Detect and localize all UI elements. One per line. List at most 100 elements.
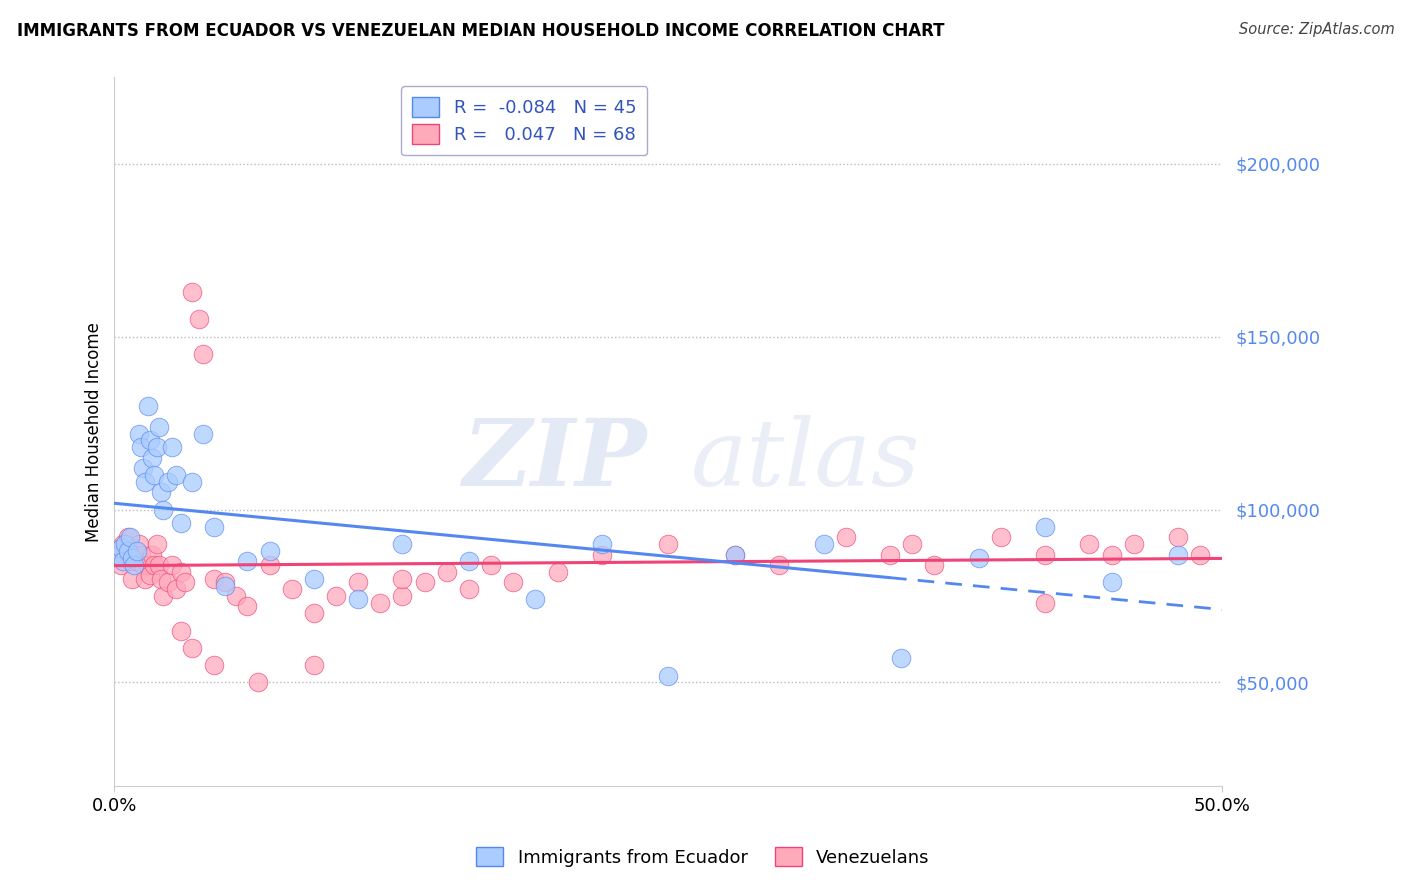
Point (125, 544, 148, 558)
Point (145, 441, 167, 455)
Point (1078, 537, 1101, 551)
Point (149, 485, 172, 500)
Point (152, 589, 174, 603)
Text: IMMIGRANTS FROM ECUADOR VS VENEZUELAN MEDIAN HOUSEHOLD INCOME CORRELATION CHART: IMMIGRANTS FROM ECUADOR VS VENEZUELAN ME… (17, 22, 945, 40)
Point (191, 347, 214, 361)
Point (139, 434, 162, 448)
Legend: Immigrants from Ecuador, Venezuelans: Immigrants from Ecuador, Venezuelans (470, 840, 936, 874)
Point (834, 530, 856, 544)
Point (136, 558, 159, 572)
Point (524, 592, 547, 607)
Point (118, 530, 141, 544)
Point (129, 441, 152, 455)
Point (391, 537, 413, 551)
Point (247, 675, 270, 690)
Point (112, 537, 135, 551)
Point (325, 589, 347, 603)
Point (145, 537, 167, 551)
Point (502, 575, 524, 590)
Point (901, 537, 924, 551)
Point (214, 575, 236, 590)
Point (202, 520, 225, 534)
Point (1033, 520, 1056, 534)
Point (134, 475, 156, 489)
Point (112, 554, 135, 568)
Point (181, 285, 204, 299)
Point (347, 592, 370, 607)
Point (152, 502, 174, 516)
Point (170, 516, 193, 531)
Point (225, 589, 247, 603)
Point (128, 426, 150, 441)
Point (118, 554, 141, 568)
Point (124, 558, 146, 572)
Point (458, 554, 481, 568)
Point (768, 558, 790, 572)
Point (148, 419, 170, 434)
Point (114, 544, 136, 558)
Point (259, 544, 281, 558)
Point (129, 548, 152, 562)
Point (121, 572, 143, 586)
Point (117, 544, 139, 558)
Point (170, 565, 193, 579)
Point (547, 565, 569, 579)
Point (479, 558, 502, 572)
Point (114, 537, 136, 551)
Point (136, 399, 159, 413)
Point (879, 548, 901, 562)
Point (160, 558, 183, 572)
Point (128, 537, 150, 551)
Point (458, 582, 481, 596)
Point (413, 575, 436, 590)
Point (890, 651, 912, 665)
Point (302, 607, 325, 621)
Legend: R =  -0.084   N = 45, R =   0.047   N = 68: R = -0.084 N = 45, R = 0.047 N = 68 (402, 87, 647, 155)
Point (236, 599, 259, 614)
Point (174, 575, 197, 590)
Point (990, 530, 1012, 544)
Point (214, 579, 236, 593)
Point (1122, 537, 1144, 551)
Point (924, 558, 946, 572)
Point (1189, 548, 1212, 562)
Point (156, 475, 179, 489)
Point (132, 558, 155, 572)
Point (1101, 575, 1123, 590)
Point (302, 658, 325, 673)
Point (813, 537, 835, 551)
Point (143, 468, 166, 483)
Point (657, 668, 679, 682)
Point (170, 624, 193, 638)
Point (1101, 548, 1123, 562)
Point (302, 572, 325, 586)
Point (110, 558, 132, 572)
Point (134, 572, 156, 586)
Point (108, 548, 131, 562)
Point (436, 565, 458, 579)
Text: Source: ZipAtlas.com: Source: ZipAtlas.com (1239, 22, 1395, 37)
Point (141, 450, 163, 465)
Point (166, 468, 188, 483)
Point (591, 548, 613, 562)
Point (1167, 548, 1189, 562)
Point (202, 658, 225, 673)
Point (591, 537, 613, 551)
Point (139, 568, 162, 582)
Point (149, 572, 172, 586)
Point (166, 582, 188, 596)
Text: ZIP: ZIP (463, 415, 647, 505)
Point (191, 426, 214, 441)
Point (1167, 530, 1189, 544)
Point (370, 596, 392, 610)
Point (181, 640, 204, 655)
Point (1033, 548, 1056, 562)
Point (117, 530, 139, 544)
Point (181, 475, 204, 489)
Point (1033, 596, 1056, 610)
Point (156, 575, 179, 590)
Point (125, 554, 148, 568)
Point (124, 548, 146, 562)
Point (160, 441, 183, 455)
Point (187, 312, 209, 326)
